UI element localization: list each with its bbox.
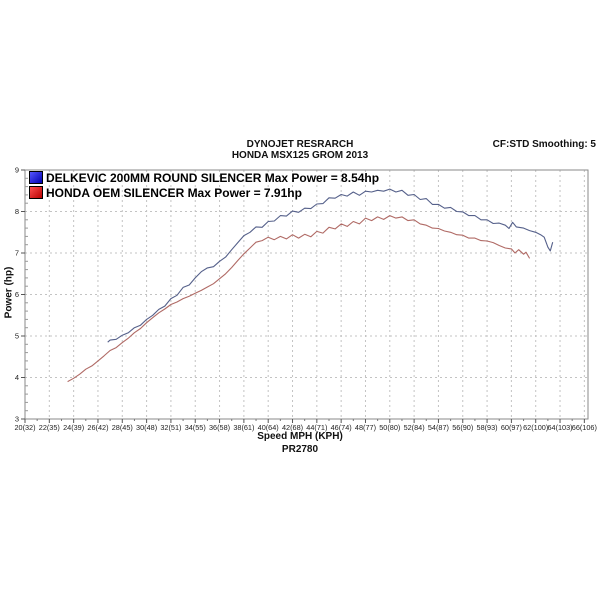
x-tick-label: 34(55) [185,423,206,432]
x-tick-label: 22(35) [39,423,60,432]
x-tick-label: 36(58) [209,423,230,432]
y-tick-label: 5 [15,332,19,341]
x-tick-label: 52(84) [404,423,425,432]
x-tick-label: 48(77) [355,423,376,432]
honda-oem-power-curve [67,215,531,383]
y-tick-label: 3 [15,415,19,424]
y-tick-label: 4 [15,373,19,382]
x-tick-label: 58(93) [477,423,498,432]
x-tick-label: 40(64) [258,423,279,432]
y-tick-label: 8 [15,207,19,216]
x-tick-label: 46(74) [331,423,352,432]
x-tick-label: 38(61) [233,423,254,432]
y-axis-title: Power (hp) [3,266,15,319]
dyno-run-code: PR2780 [281,444,319,455]
honda-oem-series-swatch-icon [29,186,43,199]
legend-label-delkevic: DELKEVIC 200MM ROUND SILENCER Max Power … [46,170,380,185]
legend: DELKEVIC 200MM ROUND SILENCER Max Power … [29,170,379,200]
x-tick-label: 30(48) [136,423,157,432]
x-tick-label: 26(42) [87,423,108,432]
x-tick-label: 42(68) [282,423,303,432]
x-tick-label: 60(97) [501,423,522,432]
x-tick-label: 50(80) [379,423,400,432]
legend-label-honda-oem: HONDA OEM SILENCER Max Power = 7.91hp [46,185,302,200]
y-tick-label: 7 [15,249,19,258]
x-tick-label: 20(32) [14,423,35,432]
x-tick-label: 24(39) [63,423,84,432]
chart-subtitle: HONDA MSX125 GROM 2013 [231,150,369,161]
x-tick-label: 62(100) [523,423,548,432]
delkevic-series-swatch-icon [29,171,43,184]
x-tick-label: 28(45) [112,423,133,432]
x-tick-label: 64(103) [547,423,572,432]
legend-item-honda-oem: HONDA OEM SILENCER Max Power = 7.91hp [29,185,379,200]
x-tick-label: 66(106) [572,423,597,432]
chart-title: DYNOJET RESRARCH [246,139,354,150]
x-tick-label: 56(90) [452,423,473,432]
legend-item-delkevic: DELKEVIC 200MM ROUND SILENCER Max Power … [29,170,379,185]
x-tick-label: 32(51) [160,423,181,432]
x-tick-label: 44(71) [306,423,327,432]
correction-smoothing-info: CF:STD Smoothing: 5 [492,139,596,150]
delkevic-power-curve [107,188,554,343]
y-tick-label: 6 [15,290,19,299]
x-axis-title: Speed MPH (KPH) [257,431,343,442]
y-tick-label: 9 [15,166,19,175]
x-tick-label: 54(87) [428,423,449,432]
